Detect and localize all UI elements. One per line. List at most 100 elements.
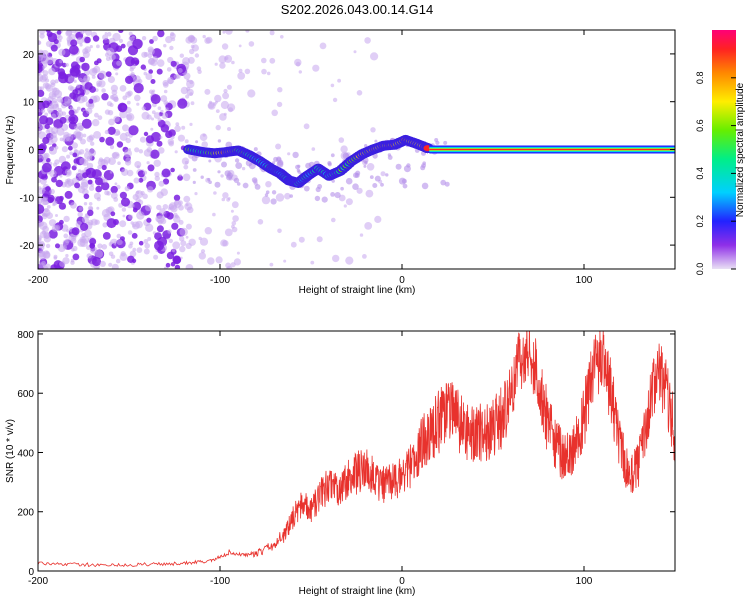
noise-blob [204, 37, 211, 44]
noise-blob [68, 109, 75, 116]
noise-blob [421, 182, 429, 190]
noise-blob [108, 118, 115, 126]
noise-blob [221, 197, 226, 202]
noise-blob [173, 194, 181, 201]
noise-blob [253, 147, 258, 152]
noise-blob [290, 241, 297, 248]
noise-blob [331, 179, 335, 183]
noise-blob [160, 218, 167, 225]
noise-blob [153, 254, 159, 260]
noise-blob [189, 92, 193, 96]
noise-blob [45, 40, 53, 48]
noise-blob [119, 132, 128, 141]
noise-blob [40, 250, 43, 254]
noise-blob [311, 147, 316, 151]
noise-blob [370, 127, 376, 133]
noise-blob [127, 90, 133, 97]
noise-blob [57, 68, 66, 76]
noise-blob [66, 154, 71, 159]
noise-blob [134, 60, 139, 65]
noise-blob [86, 162, 94, 170]
noise-blob [78, 169, 82, 173]
y-tick-label: -20 [20, 241, 35, 252]
noise-blob [380, 171, 386, 177]
noise-blob [277, 87, 283, 93]
y-tick-label: 200 [17, 508, 34, 519]
noise-blob [65, 238, 70, 244]
noise-blob [109, 170, 113, 174]
noise-blob [151, 117, 154, 121]
noise-blob [52, 87, 58, 93]
x-tick-label: -200 [28, 275, 48, 286]
noise-blob [132, 224, 136, 228]
noise-blob [79, 238, 89, 248]
noise-blob [104, 190, 110, 196]
noise-blob [116, 60, 122, 66]
noise-blob [150, 94, 161, 105]
noise-blob [312, 64, 320, 72]
y-tick-label: 800 [17, 330, 34, 341]
noise-blob [42, 250, 51, 259]
noise-blob [81, 179, 89, 188]
noise-blob [78, 151, 82, 155]
noise-blob [143, 131, 149, 137]
noise-blob [319, 42, 327, 50]
noise-blob [147, 186, 154, 193]
noise-blob [217, 139, 222, 143]
noise-blob [340, 186, 344, 191]
noise-blob [283, 259, 287, 263]
noise-blob [226, 265, 233, 269]
noise-blob [80, 138, 86, 145]
noise-blob [70, 237, 77, 244]
noise-blob [89, 242, 96, 249]
noise-blob [88, 148, 97, 157]
noise-blob [119, 110, 128, 119]
noise-blob [72, 89, 79, 95]
noise-blob [143, 52, 149, 57]
noise-blob [102, 178, 108, 184]
noise-blob [380, 182, 384, 187]
y-tick-label: 20 [23, 50, 35, 61]
noise-blob [65, 253, 69, 258]
noise-blob [165, 107, 169, 111]
noise-blob [43, 231, 51, 239]
noise-blob [104, 129, 110, 135]
noise-blob [345, 256, 354, 265]
noise-blob [111, 94, 118, 101]
noise-blob [162, 82, 169, 88]
noise-blob [223, 112, 227, 116]
noise-blob [265, 190, 270, 194]
noise-blob [54, 159, 60, 165]
noise-blob [173, 215, 181, 223]
noise-blob [102, 222, 108, 228]
noise-blob [138, 177, 144, 183]
noise-blob [179, 227, 188, 237]
noise-blob [338, 194, 346, 202]
noise-blob [78, 206, 83, 211]
noise-blob [385, 173, 389, 177]
noise-blob [136, 102, 140, 106]
noise-blob [224, 228, 233, 237]
noise-blob [145, 223, 154, 232]
noise-blob [96, 44, 100, 49]
noise-blob [157, 106, 162, 110]
noise-blob [359, 233, 364, 237]
noise-blob [88, 185, 95, 191]
noise-blob [92, 35, 100, 42]
noise-blob [65, 30, 73, 37]
noise-blob [50, 44, 58, 52]
noise-blob [244, 68, 251, 75]
snr-series-line [38, 331, 675, 568]
noise-blob [177, 200, 183, 206]
noise-blob [94, 249, 104, 259]
noise-blob [254, 184, 261, 190]
noise-blob [69, 106, 73, 110]
noise-blob [87, 179, 93, 185]
noise-blob [109, 145, 115, 150]
noise-blob [187, 56, 195, 64]
noise-blob [298, 236, 305, 243]
noise-blob [38, 40, 42, 45]
noise-blob [156, 59, 165, 67]
noise-blob [73, 149, 78, 153]
noise-blob [121, 207, 127, 212]
